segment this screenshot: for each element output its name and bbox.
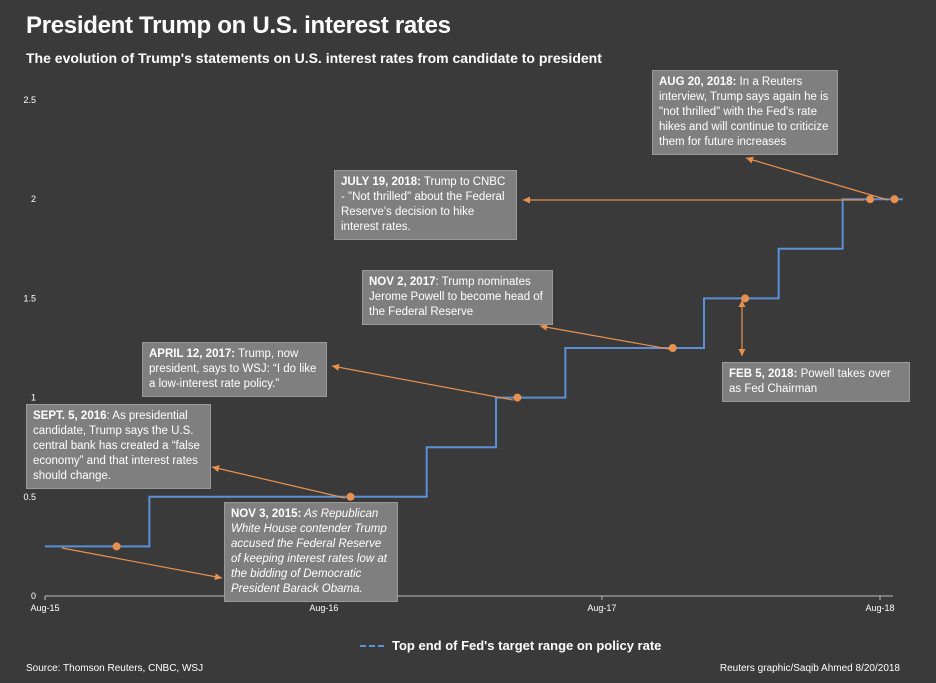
annotation-arrow xyxy=(331,365,514,401)
chart-title: President Trump on U.S. interest rates xyxy=(26,12,451,39)
annotation-text: : As presidential candidate, Trump says … xyxy=(33,410,200,482)
annotation-text: As Republican White House contender Trum… xyxy=(231,508,387,595)
legend-swatch xyxy=(360,644,384,647)
annotation-date: JULY 19, 2018: xyxy=(341,176,421,188)
annotation-feb2018: FEB 5, 2018: Powell takes over as Fed Ch… xyxy=(722,362,910,402)
x-tick-label: Aug-16 xyxy=(309,603,338,613)
rate-step-line xyxy=(45,198,903,548)
credit-note: Reuters graphic/Saqib Ahmed 8/20/2018 xyxy=(719,663,900,674)
annotation-arrows xyxy=(61,156,889,581)
x-tick-label: Aug-17 xyxy=(587,603,616,613)
annotation-apr2017: APRIL 12, 2017: Trump, now president, sa… xyxy=(142,342,327,397)
arrow-head xyxy=(746,156,754,164)
event-marker xyxy=(668,344,677,352)
arrow-head xyxy=(738,349,746,356)
y-tick-label: 2.5 xyxy=(23,95,36,105)
annotation-arrow xyxy=(61,547,223,579)
event-marker xyxy=(890,195,899,204)
annotation-arrow xyxy=(745,157,889,201)
arrow-head xyxy=(212,465,220,472)
annotation-text: : Trump nominates Jerome Powell to becom… xyxy=(369,276,543,318)
legend-label: Top end of Fed's target range on policy … xyxy=(392,638,662,653)
arrow-head xyxy=(738,300,746,307)
annotation-nov2015: NOV 3, 2015: As Republican White House c… xyxy=(224,502,398,602)
y-tick-label: 0 xyxy=(31,591,36,601)
chart-legend: Top end of Fed's target range on policy … xyxy=(360,638,661,653)
event-marker xyxy=(346,492,355,501)
x-axis-ticks: Aug-15 Aug-16 Aug-17 Aug-18 xyxy=(30,596,895,613)
data-markers xyxy=(112,195,899,551)
event-marker xyxy=(513,393,522,402)
annotation-sep2016: SEPT. 5, 2016: As presidential candidate… xyxy=(26,404,211,489)
y-tick-label: 1 xyxy=(31,393,36,403)
arrow-head xyxy=(540,323,548,331)
annotation-date: NOV 3, 2015: xyxy=(231,508,302,520)
annotation-text: Trump, now president, says to WSJ: “I do… xyxy=(149,348,317,390)
annotation-text: Powell takes over as Fed Chairman xyxy=(729,368,891,395)
annotation-date: AUG 20, 2018: xyxy=(659,76,737,88)
arrow-head xyxy=(214,573,222,581)
y-axis-ticks: 0 0.5 1 1.5 2 2.5 xyxy=(23,95,36,601)
y-tick-label: 0.5 xyxy=(23,492,36,502)
annotation-date: FEB 5, 2018: xyxy=(729,368,798,380)
x-tick-label: Aug-18 xyxy=(865,603,894,613)
y-tick-label: 2 xyxy=(31,194,36,204)
annotation-arrow xyxy=(211,466,346,499)
annotation-nov2017: NOV 2, 2017: Trump nominates Jerome Powe… xyxy=(362,270,553,325)
annotation-text: Trump to CNBC - "Not thrilled" about the… xyxy=(341,176,506,233)
arrow-head xyxy=(332,363,340,371)
annotation-date: NOV 2, 2017 xyxy=(369,276,436,288)
annotation-arrow xyxy=(539,325,670,350)
y-tick-label: 1.5 xyxy=(23,293,36,303)
annotation-date: APRIL 12, 2017: xyxy=(149,348,236,360)
annotation-aug2018: AUG 20, 2018: In a Reuters interview, Tr… xyxy=(652,70,838,155)
chart-subtitle: The evolution of Trump's statements on U… xyxy=(26,50,602,66)
arrow-head xyxy=(523,196,530,204)
event-marker xyxy=(112,542,121,551)
event-marker xyxy=(866,195,875,204)
annotation-jul2018: JULY 19, 2018: Trump to CNBC - "Not thri… xyxy=(334,170,517,240)
event-marker xyxy=(741,294,750,303)
annotation-date: SEPT. 5, 2016 xyxy=(33,410,107,422)
x-tick-label: Aug-15 xyxy=(30,603,59,613)
annotation-text: In a Reuters interview, Trump says again… xyxy=(659,76,829,148)
source-note: Source: Thomson Reuters, CNBC, WSJ xyxy=(26,663,204,674)
